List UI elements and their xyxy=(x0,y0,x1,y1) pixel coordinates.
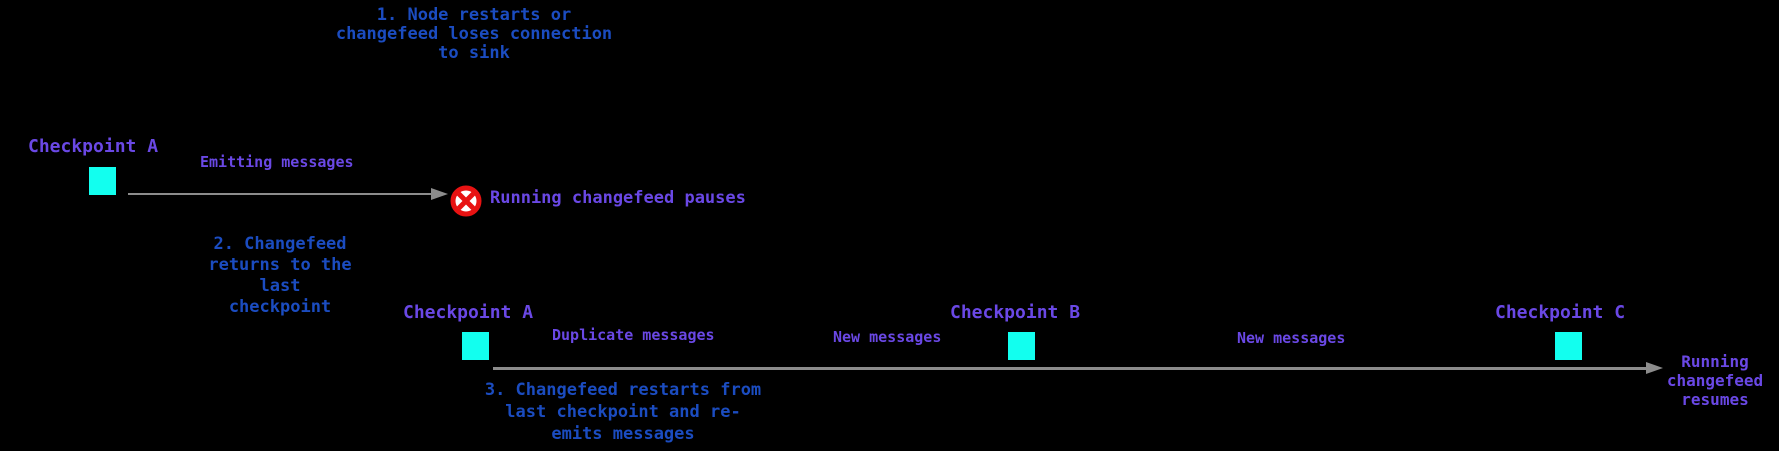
checkpoint-a-marker-timeline2 xyxy=(462,332,489,360)
checkpoint-a-label-timeline1: Checkpoint A xyxy=(28,136,159,157)
running-changefeed-pauses-label: Running changefeed pauses xyxy=(490,188,746,208)
new-messages-label-2: New messages xyxy=(1237,329,1346,347)
emitting-messages-label: Emitting messages xyxy=(200,153,354,171)
circled-x-cancel-icon xyxy=(450,185,482,217)
note-step3: 3. Changefeed restarts from last checkpo… xyxy=(484,380,762,444)
checkpoint-b-label: Checkpoint B xyxy=(950,302,1081,323)
note-step2: 2. Changefeed returns to the last checkp… xyxy=(208,234,352,317)
note-step1: 1. Node restarts or changefeed loses con… xyxy=(335,5,613,63)
running-changefeed-resumes-label: Running changefeed resumes xyxy=(1666,352,1764,409)
checkpoint-b-marker xyxy=(1008,332,1035,360)
timeline2-arrow-line xyxy=(493,367,1646,370)
timeline2-arrowhead-icon xyxy=(1646,362,1663,374)
checkpoint-c-label: Checkpoint C xyxy=(1495,302,1626,323)
checkpoint-c-marker xyxy=(1555,332,1582,360)
timeline1-arrow-line xyxy=(128,193,431,195)
duplicate-messages-label: Duplicate messages xyxy=(552,326,715,344)
checkpoint-a-label-timeline2: Checkpoint A xyxy=(403,302,534,323)
new-messages-label-1: New messages xyxy=(833,328,942,346)
timeline1-arrowhead-icon xyxy=(431,188,448,200)
checkpoint-a-marker-timeline1 xyxy=(89,167,116,195)
